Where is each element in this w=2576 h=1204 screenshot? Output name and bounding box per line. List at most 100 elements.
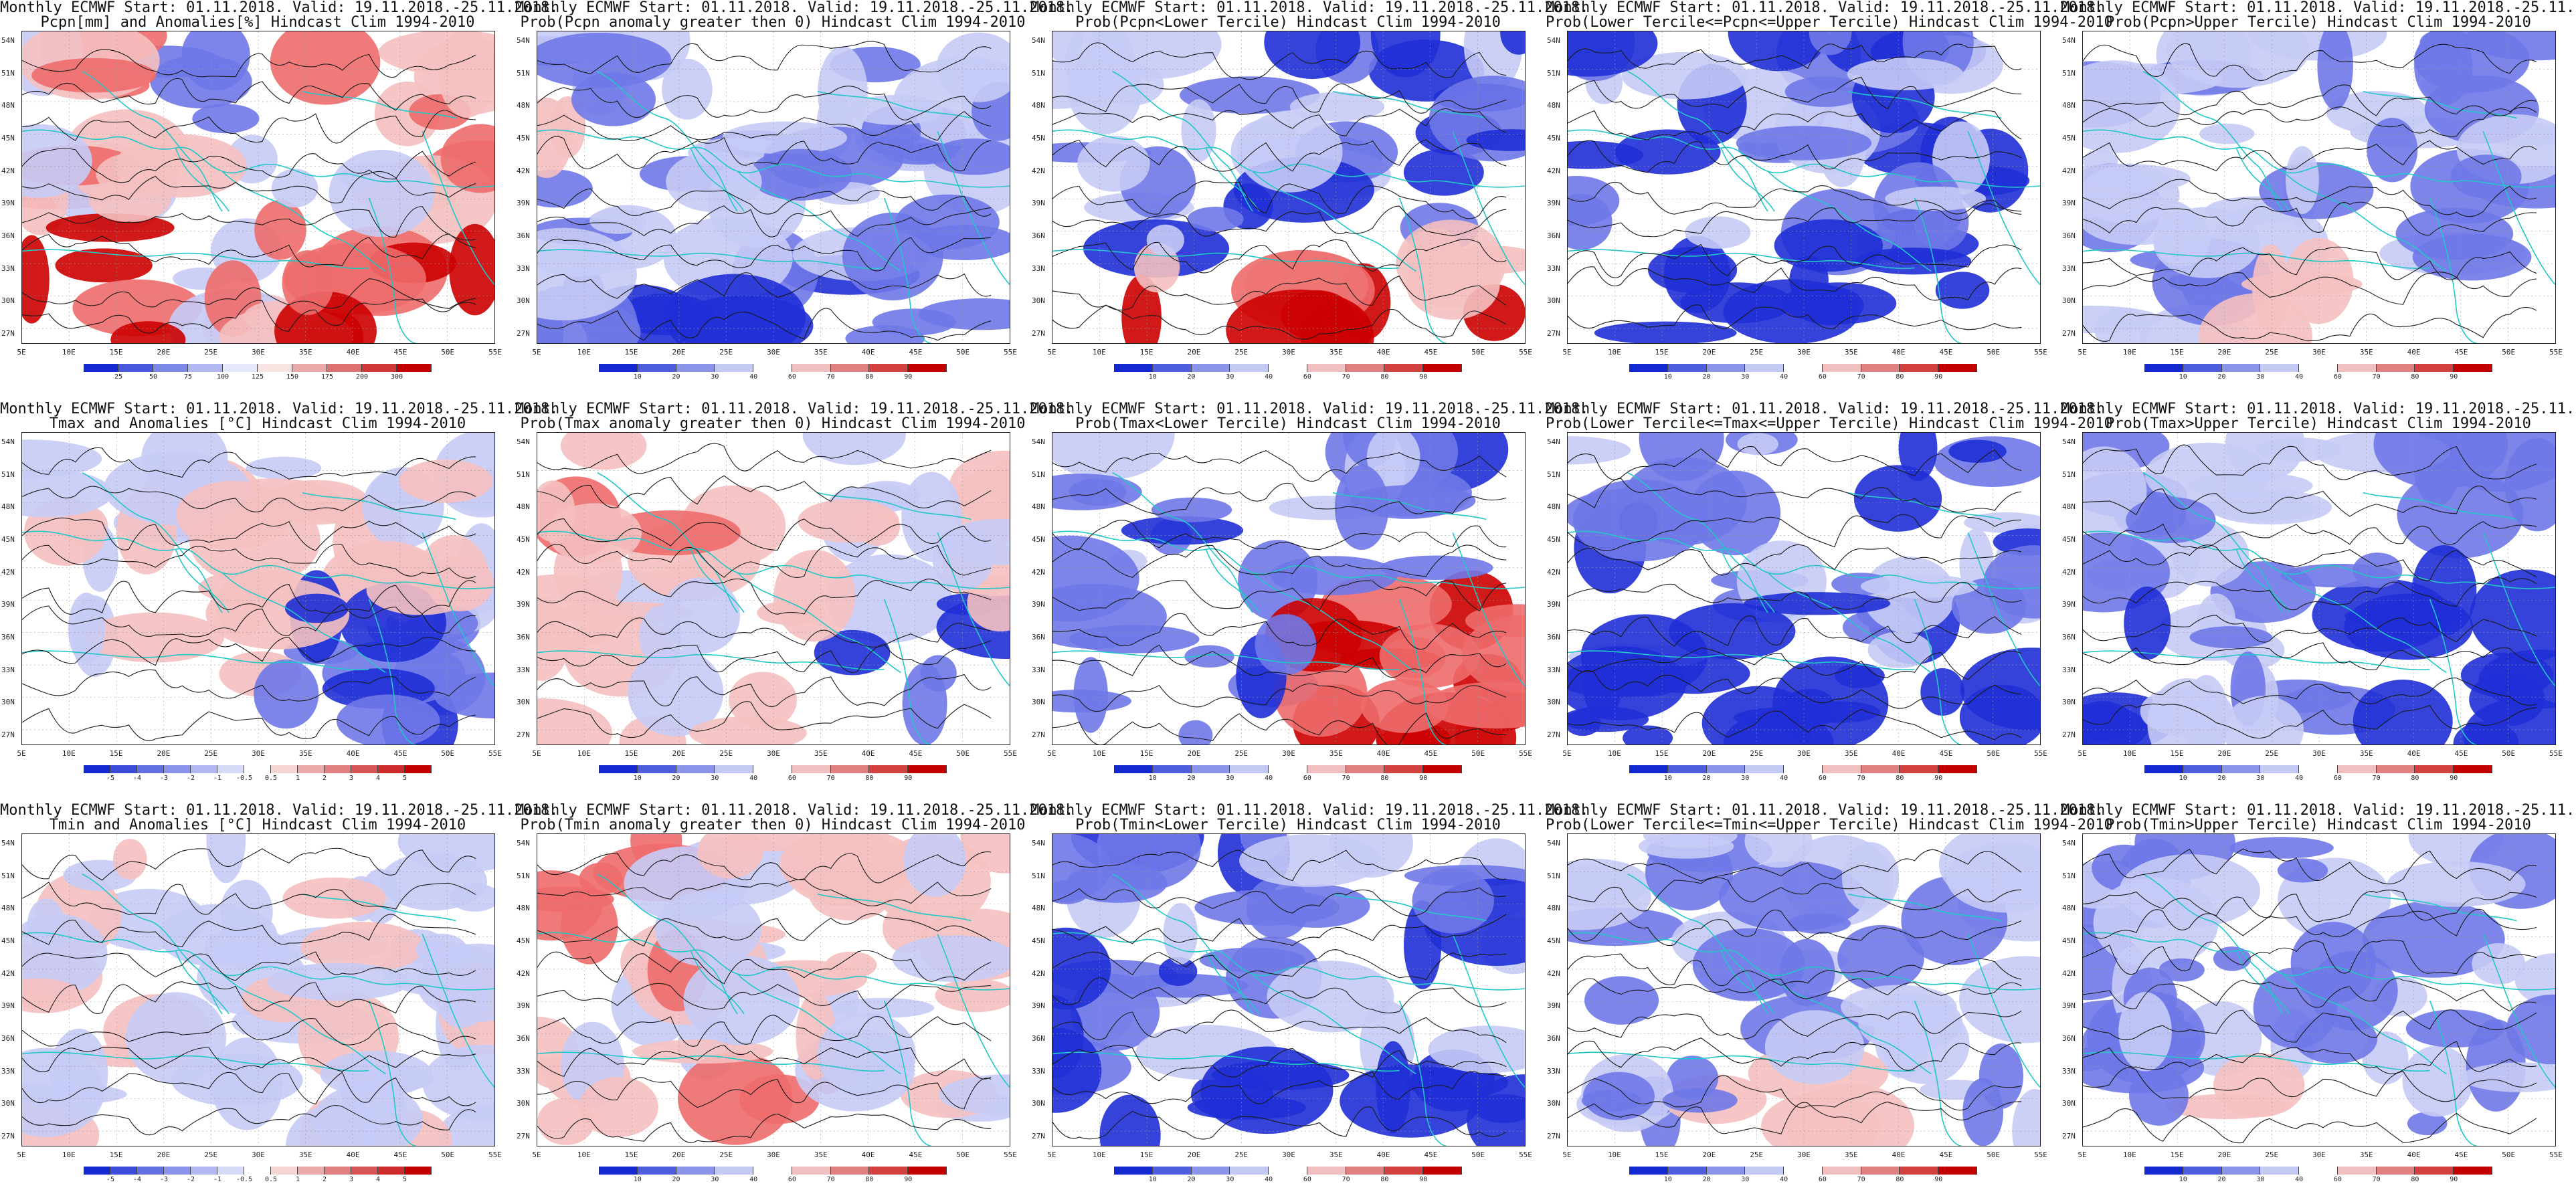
contour-line [22,486,476,512]
contour-line [1568,1101,2022,1134]
contour-line [537,950,992,985]
latitude-tick-label: 45N [517,134,530,142]
latitude-tick-label: 42N [1547,969,1560,978]
coastline [302,893,456,922]
map-plot [537,31,1010,344]
shaded-region [1867,631,1932,668]
colorbar-segment [1230,364,1269,372]
shaded-region [329,149,435,237]
contour-line [2083,615,2537,643]
shaded-region [1701,686,1816,744]
shaded-region [1350,484,1476,517]
longitude-tick-label: 15E [1655,1150,1669,1159]
panel-title-line1: Monthly ECMWF Start: 01.11.2018. Valid: … [2061,401,2576,417]
colorbar-segment [1822,765,1861,773]
latitude-tick-label: 54N [517,437,530,446]
shaded-region [378,31,494,75]
contour-line [2083,201,2537,236]
map-plot [1052,833,1526,1146]
longitude-tick-label: 40E [1376,348,1390,357]
contour-line [537,983,992,1010]
colorbar-segment [271,1167,298,1175]
shaded-region [1073,657,1108,733]
colorbar-segment [2221,1167,2261,1175]
shaded-region [176,480,292,550]
panel-title-line2: Tmax and Anomalies [°C] Hindcast Clim 19… [49,415,466,432]
latitude-tick-label: 30N [517,296,530,306]
longitude-tick-label: 15E [1139,348,1154,357]
colorbar-tick-label: 90 [2450,775,2458,782]
longitude-tick-label: 30E [1282,749,1295,758]
longitude-tick-label: 40E [346,1150,360,1159]
contour-line [1568,670,2022,709]
latitude-tick-label: 54N [517,36,530,45]
longitude-tick-label: 45E [1939,348,1953,357]
longitude-tick-label: 15E [109,749,123,758]
colorbar-segment [397,364,432,372]
shaded-region [902,663,947,744]
longitude-tick-label: 35E [814,1150,828,1159]
colorbar-tick-label: 40 [1780,775,1788,782]
map-canvas [1052,433,1525,744]
colorbar-segment [2454,765,2493,773]
shaded-region [1623,725,1673,744]
latitude-tick-label: 27N [2062,730,2076,739]
shaded-region [1662,1088,1738,1113]
longitude-tick-label: 35E [2359,749,2373,758]
colorbar-ticks: 10 20 30 40 60 70 80 90 [599,775,947,783]
colorbar-tick-label: -0.5 [236,1176,253,1183]
colorbar-tick-label: 4 [375,1176,381,1183]
longitude-tick-label: 5E [1047,749,1056,758]
colorbar-tick-label: 90 [1934,1176,1943,1183]
shaded-region [1097,834,1201,890]
coastline [1914,599,1962,744]
colorbar-segment [830,364,870,372]
colorbar-segment [830,1167,870,1175]
shaded-region [2470,569,2555,663]
colorbar-segment [217,1167,244,1175]
colorbar-scale [2144,765,2493,773]
colorbar-tick-label: 75 [183,373,193,381]
colorbar-segment [1307,364,1346,372]
longitude-tick-label: 40E [1376,749,1390,758]
shaded-region [270,31,381,105]
forecast-panel: Monthly ECMWF Start: 01.11.2018. Valid: … [2061,401,2576,803]
coastline [1252,171,1416,272]
shaded-region [632,1039,773,1064]
longitude-tick-label: 55E [1004,1150,1017,1159]
longitude-tick-label: 15E [1655,348,1669,357]
colorbar-segment [405,765,432,773]
shaded-region [1146,224,1184,256]
contour-line [537,205,992,237]
colorbar-segment [1152,765,1192,773]
forecast-panel: Monthly ECMWF Start: 01.11.2018. Valid: … [1030,401,1588,803]
latitude-tick-label: 33N [1547,665,1560,674]
colorbar-segment [1861,1167,1900,1175]
longitude-tick-label: 50E [441,749,455,758]
longitude-tick-label: 15E [1139,749,1154,758]
shaded-region [2405,1009,2504,1048]
coastline [1205,147,1260,212]
contour-line [1052,1071,1507,1104]
latitude-tick-label: 45N [1547,535,1560,544]
coastline [1252,973,1416,1075]
shaded-region [1572,479,1708,562]
shaded-region [2126,497,2216,543]
contour-line [2083,1041,2537,1074]
latitude-tick-label: 39N [1547,199,1560,208]
colorbar-tick-label: 20 [672,373,680,381]
colorbar-segment [2376,364,2415,372]
colorbar-tick-label: -1 [213,775,222,782]
latitude-axis: 54N 51N 48N 45N 42N 39N 36N 33N 30N 27N [515,31,535,344]
coastline [537,650,885,671]
panel-title-line2: Prob(Tmin<Lower Tercile) Hindcast Clim 1… [1075,817,1501,833]
shaded-region [1935,272,1990,309]
shaded-region [422,1044,494,1121]
shaded-region [1860,574,1979,599]
panel-title-line2: Tmin and Anomalies [°C] Hindcast Clim 19… [49,817,466,833]
shaded-region [847,94,943,125]
longitude-tick-label: 10E [62,348,76,357]
coastline [175,147,229,212]
shaded-region [1473,1094,1525,1123]
shaded-region [1301,302,1374,343]
